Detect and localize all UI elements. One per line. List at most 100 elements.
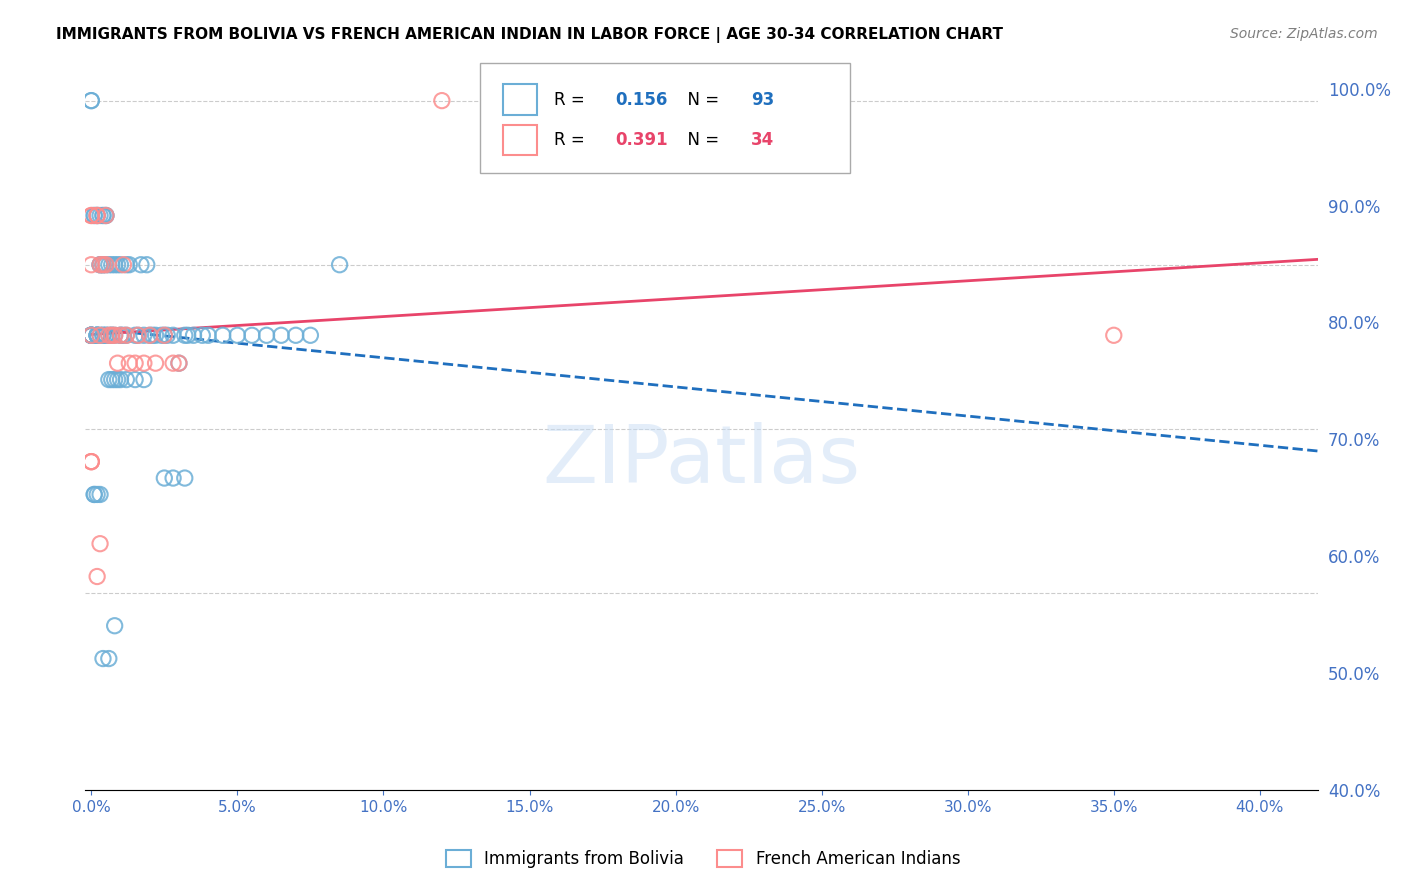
Point xyxy=(115,328,138,343)
Point xyxy=(112,258,135,272)
Point xyxy=(127,328,149,343)
Point xyxy=(86,569,108,583)
Point xyxy=(83,487,105,501)
Point xyxy=(107,356,129,370)
Point xyxy=(91,209,114,223)
Point xyxy=(86,487,108,501)
Point xyxy=(132,356,155,370)
Point xyxy=(91,328,114,343)
Point xyxy=(100,258,122,272)
Point xyxy=(80,94,103,108)
Point xyxy=(110,328,132,343)
Point xyxy=(97,328,120,343)
Point xyxy=(173,328,195,343)
Point xyxy=(80,328,103,343)
Point xyxy=(118,356,141,370)
Point xyxy=(94,328,117,343)
Point xyxy=(132,373,155,387)
Point xyxy=(104,258,127,272)
Point xyxy=(91,258,114,272)
Point xyxy=(150,328,173,343)
Point xyxy=(94,328,117,343)
Point xyxy=(83,209,105,223)
Point xyxy=(430,94,453,108)
Point xyxy=(138,328,160,343)
Point xyxy=(89,328,111,343)
Point xyxy=(256,328,278,343)
Point xyxy=(167,356,190,370)
Point xyxy=(284,328,307,343)
Point xyxy=(80,328,103,343)
Point xyxy=(83,209,105,223)
Point xyxy=(162,356,184,370)
Point xyxy=(94,209,117,223)
Point xyxy=(124,356,146,370)
Point xyxy=(80,455,103,469)
Point xyxy=(110,328,132,343)
Legend: Immigrants from Bolivia, French American Indians: Immigrants from Bolivia, French American… xyxy=(439,843,967,875)
Point xyxy=(97,651,120,665)
Point xyxy=(100,328,122,343)
Text: N =: N = xyxy=(678,131,724,149)
Point xyxy=(110,258,132,272)
Point xyxy=(124,328,146,343)
Point xyxy=(94,258,117,272)
Point xyxy=(80,328,103,343)
Text: N =: N = xyxy=(678,91,724,109)
Point xyxy=(329,258,352,272)
Point xyxy=(80,209,103,223)
Point xyxy=(86,328,108,343)
Text: ZIPatlas: ZIPatlas xyxy=(543,422,860,500)
Point xyxy=(80,94,103,108)
Point xyxy=(104,619,127,633)
Point xyxy=(104,373,127,387)
Point xyxy=(107,258,129,272)
Point xyxy=(100,328,122,343)
Point xyxy=(86,328,108,343)
Point xyxy=(156,328,179,343)
Point xyxy=(299,328,322,343)
Point xyxy=(97,258,120,272)
Point xyxy=(191,328,214,343)
Point xyxy=(89,258,111,272)
Point xyxy=(91,651,114,665)
Text: 0.156: 0.156 xyxy=(616,91,668,109)
Point xyxy=(162,471,184,485)
Point xyxy=(80,328,103,343)
Point xyxy=(94,209,117,223)
Point xyxy=(86,209,108,223)
Point xyxy=(91,258,114,272)
Point xyxy=(80,455,103,469)
Point xyxy=(91,209,114,223)
Text: 34: 34 xyxy=(751,131,775,149)
Point xyxy=(132,328,155,343)
Point xyxy=(89,209,111,223)
Text: IMMIGRANTS FROM BOLIVIA VS FRENCH AMERICAN INDIAN IN LABOR FORCE | AGE 30-34 COR: IMMIGRANTS FROM BOLIVIA VS FRENCH AMERIC… xyxy=(56,27,1004,43)
Point xyxy=(162,328,184,343)
Point xyxy=(115,258,138,272)
Point xyxy=(86,209,108,223)
Point xyxy=(173,471,195,485)
Point xyxy=(1102,328,1125,343)
Point xyxy=(94,258,117,272)
Point xyxy=(80,328,103,343)
Point xyxy=(197,328,219,343)
Point xyxy=(86,209,108,223)
Text: R =: R = xyxy=(554,91,591,109)
Point xyxy=(142,328,165,343)
Point xyxy=(86,328,108,343)
Point xyxy=(86,328,108,343)
Point xyxy=(89,487,111,501)
Text: 0.391: 0.391 xyxy=(616,131,668,149)
Point xyxy=(80,258,103,272)
Point xyxy=(91,328,114,343)
Point xyxy=(104,328,127,343)
Point xyxy=(153,328,176,343)
Point xyxy=(118,258,141,272)
Point xyxy=(115,328,138,343)
Point xyxy=(107,373,129,387)
Point xyxy=(226,328,249,343)
Point xyxy=(80,328,103,343)
Point xyxy=(115,373,138,387)
Point xyxy=(89,328,111,343)
